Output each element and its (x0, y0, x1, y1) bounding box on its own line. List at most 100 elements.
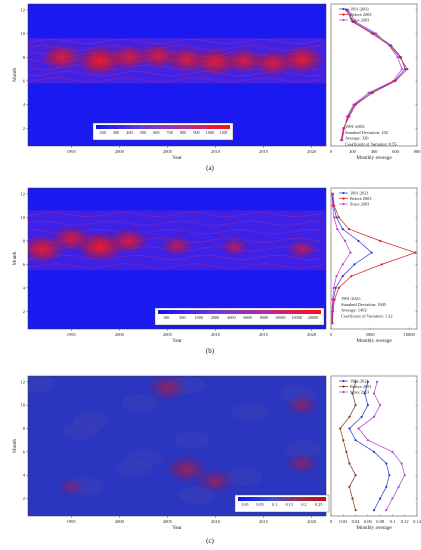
colorbar-tick-label: 300 (113, 130, 119, 135)
series-point (337, 286, 340, 289)
profile-x-tick-label: 10000 (404, 332, 416, 337)
series-line (340, 9, 408, 141)
series-point (339, 427, 342, 430)
series-point (396, 56, 399, 59)
series-point (370, 32, 373, 35)
profile-x-tick-label: 0.1 (390, 519, 396, 524)
series-point (379, 497, 382, 500)
series-point (404, 67, 407, 71)
series-point (354, 103, 357, 106)
hotspot (286, 239, 318, 260)
series-point (385, 509, 388, 512)
colorbar-tick-label: 900 (193, 130, 199, 135)
colorbar-tick-label: 10000 (275, 315, 285, 320)
series-point (330, 192, 334, 195)
colorbar (158, 310, 321, 314)
contour-line (28, 255, 323, 260)
y-tick-label: 12 (21, 191, 26, 196)
y-axis-label: Month (12, 251, 18, 265)
hotspot (51, 225, 92, 252)
series-point (366, 439, 369, 442)
x-tick-label: 2020 (307, 149, 317, 154)
hotspot (279, 45, 325, 75)
series-point (348, 427, 351, 430)
x-tick-label: 2015 (259, 149, 269, 154)
colorbar-tick-label: 1000 (195, 315, 203, 320)
stats-line: Standard Deviation: 182 (345, 130, 388, 135)
colorbar-tick-label: 200 (100, 130, 106, 135)
profile-x-axis-label: Monthly average (356, 155, 392, 161)
x-tick-label: 2015 (259, 332, 269, 337)
panel-label: (c) (206, 537, 214, 545)
hotspot (108, 44, 150, 71)
series-point (375, 380, 379, 383)
legend-entry: 1991-2021 (350, 191, 369, 196)
profile-x-tick-label: 200 (349, 149, 357, 154)
series-point (341, 138, 344, 142)
series-point (400, 462, 403, 465)
colorbar-tick-label: 600 (153, 130, 159, 135)
colorbar-tick-label: 2000 (211, 315, 219, 320)
y-tick-label: 2 (23, 496, 25, 501)
hotspot (284, 452, 320, 475)
series-point (344, 8, 348, 12)
series-line (332, 193, 417, 324)
patch (63, 422, 99, 440)
series-point (394, 79, 397, 83)
series-point (345, 450, 348, 453)
y-tick-label: 10 (21, 403, 26, 408)
hotspot (56, 477, 86, 497)
colorbar-tick-label: 4000 (227, 315, 235, 320)
profile-x-tick-label: 0.08 (376, 519, 385, 524)
colorbar-tick-label: 6000 (243, 315, 251, 320)
y-tick-label: 4 (23, 473, 26, 478)
profile-frame (330, 3, 418, 147)
legend-marker (342, 7, 345, 11)
series-point (335, 216, 338, 219)
colorbar-tick-label: 0.2 (301, 502, 306, 507)
x-axis-label: Year (172, 525, 182, 531)
series-point (351, 497, 354, 500)
x-tick-label: 2005 (163, 332, 173, 337)
series-point (353, 263, 356, 266)
stats-line: Coefficient of Variation: 0.55 (345, 141, 397, 146)
colorbar-tick-label: 800 (180, 130, 186, 135)
hotspot (108, 227, 150, 254)
series-line (341, 9, 403, 141)
profile-x-tick-label: 0 (330, 149, 333, 154)
legend-marker (342, 197, 345, 200)
series-point (351, 392, 354, 395)
series-line (358, 381, 406, 511)
series-point (385, 462, 388, 465)
series-point (330, 310, 334, 313)
y-tick-label: 6 (23, 449, 26, 454)
series-point (354, 474, 357, 477)
series-point (349, 251, 352, 254)
series-line (339, 381, 356, 511)
series-point (333, 216, 336, 219)
legend-marker (342, 385, 345, 388)
profile-frame (330, 375, 418, 517)
series-point (333, 204, 336, 207)
x-tick-label: 2000 (115, 519, 125, 524)
x-tick-label: 1995 (67, 519, 77, 524)
series-point (372, 415, 376, 418)
x-tick-label: 2010 (211, 332, 221, 337)
series-point (403, 474, 406, 477)
y-tick-label: 12 (21, 7, 26, 12)
colorbar-tick-label: 20000 (308, 315, 318, 320)
series-point (367, 91, 370, 94)
series-line (348, 381, 390, 511)
legend-marker (342, 390, 345, 394)
legend-marker (342, 18, 345, 22)
stats-line: Average: 330 (345, 136, 369, 141)
series-point (357, 239, 360, 242)
heatmap-layer (28, 38, 326, 84)
x-tick-label: 2000 (115, 332, 125, 337)
series-point (379, 404, 382, 407)
panel-b: 100 500 1000 2000 4000 6000 8000 10000 15000 2000… (12, 187, 418, 355)
series-point (348, 462, 351, 465)
series-point (391, 450, 394, 453)
